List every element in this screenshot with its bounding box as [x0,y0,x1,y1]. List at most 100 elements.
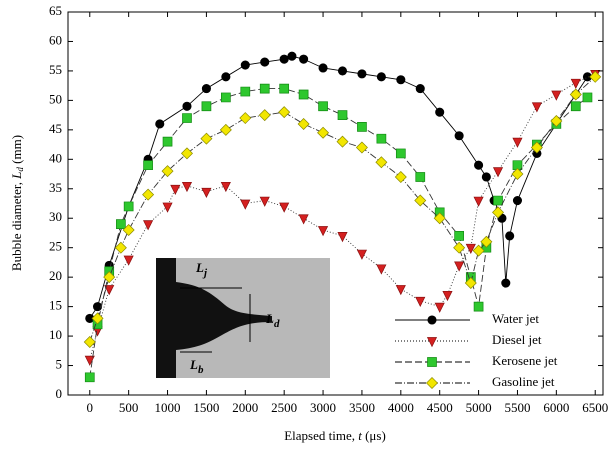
x-label-part: (μs) [362,428,386,443]
inset-photo: Lj Ld Lb [156,258,330,378]
y-tick-label: 5 [56,357,63,372]
x-label-part: t [358,428,362,443]
point [550,115,563,128]
point [240,86,251,97]
x-tick-label: 4000 [388,400,414,415]
point [221,92,231,103]
point [162,136,173,147]
point [376,72,386,82]
point [104,285,115,296]
point [376,264,387,275]
x-axis-label: Elapsed time, t (μs) [284,428,386,443]
point [259,196,270,207]
point [278,106,291,119]
point [435,107,445,117]
point [454,261,465,272]
point [531,102,542,113]
point [317,126,330,139]
point [464,277,477,290]
series [84,70,601,366]
point [142,188,155,201]
x-tick-label: 4500 [427,400,453,415]
y-axis-label: Bubble diameter, Ld (mm) [9,135,25,271]
point [415,172,426,182]
point [84,372,95,383]
point [279,202,290,213]
point [123,255,134,266]
point [512,196,523,206]
point [298,89,309,100]
y-tick-label: 10 [49,327,62,342]
x-tick-label: 5000 [466,400,492,415]
point [336,135,349,148]
point [182,113,192,123]
point [551,90,562,101]
point [317,226,329,237]
point [161,165,174,178]
y-tick-label: 60 [49,32,62,47]
inset-label: Lb [189,357,204,376]
point [279,54,289,64]
y-tick-label: 25 [49,239,62,254]
point [155,119,165,129]
legend-marker [426,337,438,348]
point [181,181,193,193]
point [415,84,425,94]
point [395,148,406,159]
point [143,160,153,171]
point [473,301,484,312]
point [570,78,581,89]
point [434,302,445,313]
point [570,101,581,112]
legend-marker [426,377,438,389]
point [182,101,192,111]
point [219,123,232,136]
point [122,224,135,237]
point [357,69,367,79]
point [474,160,484,170]
point [259,83,270,94]
point [337,232,348,243]
x-tick-label: 6500 [582,400,608,415]
x-tick-label: 5500 [504,400,530,415]
point [239,112,252,125]
y-tick-label: 0 [56,386,63,401]
point [298,214,309,225]
y-tick-label: 45 [49,121,62,136]
point [480,235,493,248]
legend-label: Diesel jet [492,332,542,347]
x-tick-label: 500 [119,400,139,415]
x-tick-label: 2500 [271,400,297,415]
point [501,278,511,288]
point [91,312,104,325]
y-tick-label: 65 [49,3,62,18]
y-tick-label: 35 [49,180,62,195]
y-label-part: d [15,167,25,172]
point [414,194,427,207]
point [512,137,523,148]
point [589,70,602,83]
legend-marker [427,315,437,325]
point [279,83,290,94]
point [433,212,446,225]
y-tick-label: 15 [49,298,62,313]
x-tick-label: 0 [87,400,94,415]
point [454,231,464,241]
point [143,220,154,231]
point [258,109,271,122]
point [442,290,453,302]
legend-marker [427,357,437,367]
point [200,132,213,145]
point [220,181,231,193]
point [297,117,310,130]
point [582,92,593,103]
series [83,70,602,348]
point [299,54,309,64]
x-label-part: Elapsed time, [284,428,358,443]
point [170,184,181,196]
point [454,131,464,141]
y-tick-label: 30 [49,209,62,224]
x-tick-label: 3000 [310,400,336,415]
